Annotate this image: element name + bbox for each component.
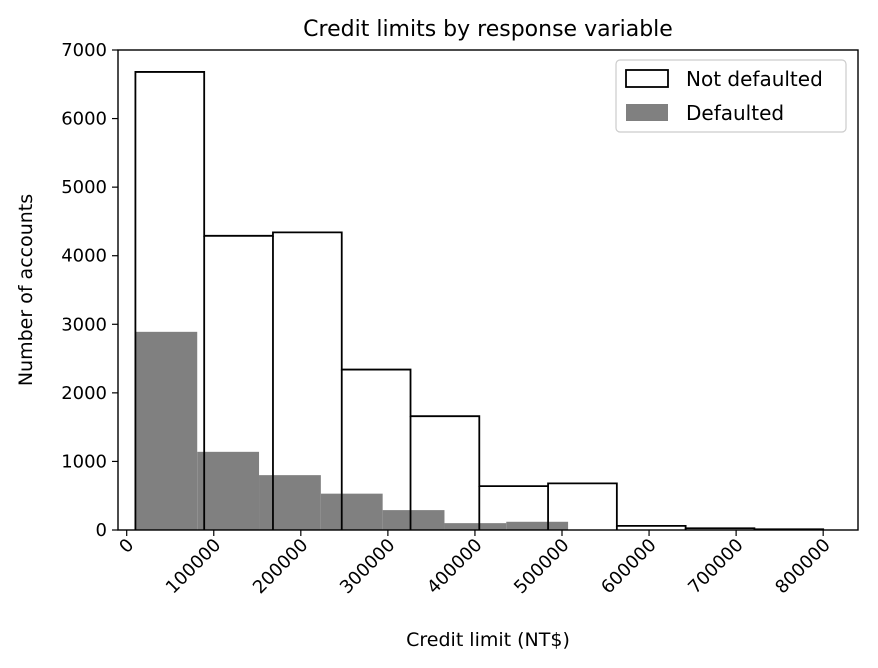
bar-defaulted	[135, 331, 198, 530]
x-tick-label: 500000	[510, 535, 573, 598]
axes-frame	[117, 49, 859, 531]
series-not-defaulted-outline	[134, 71, 825, 531]
bar-defaulted	[506, 521, 569, 530]
x-tick-label: 600000	[597, 535, 660, 598]
x-tick-label: 100000	[162, 535, 225, 598]
legend-swatch-defaulted	[626, 104, 668, 121]
y-tick-label: 6000	[61, 109, 107, 130]
x-tick-label: 800000	[771, 535, 834, 598]
x-tick-label: 400000	[423, 535, 486, 598]
x-tick-label: 200000	[249, 535, 312, 598]
bar-defaulted	[320, 493, 383, 530]
legend-swatch-not-defaulted	[625, 69, 669, 88]
bar-defaulted	[444, 523, 507, 530]
y-tick-label: 1000	[61, 451, 107, 472]
y-tick-label: 3000	[61, 314, 107, 335]
y-axis-title: Number of accounts	[15, 194, 37, 386]
x-tick-label: 700000	[684, 535, 747, 598]
y-tick-label: 0	[96, 520, 107, 541]
y-tick-label: 5000	[61, 177, 107, 198]
legend-box	[615, 59, 847, 133]
legend: Not defaulted Defaulted	[615, 59, 847, 133]
x-tick-label: 0	[115, 535, 138, 558]
x-axis-title: Credit limit (NT$)	[406, 629, 570, 651]
legend-label-not-defaulted: Not defaulted	[686, 67, 823, 91]
y-tick-label: 7000	[61, 40, 107, 61]
x-tick-label: 300000	[336, 535, 399, 598]
bar-defaulted	[259, 475, 321, 530]
y-tick-label: 2000	[61, 383, 107, 404]
bar-defaulted	[197, 451, 260, 530]
legend-label-defaulted: Defaulted	[686, 101, 784, 125]
bar-defaulted	[382, 510, 445, 530]
y-tick-label: 4000	[61, 246, 107, 267]
chart-title: Credit limits by response variable	[303, 17, 673, 42]
